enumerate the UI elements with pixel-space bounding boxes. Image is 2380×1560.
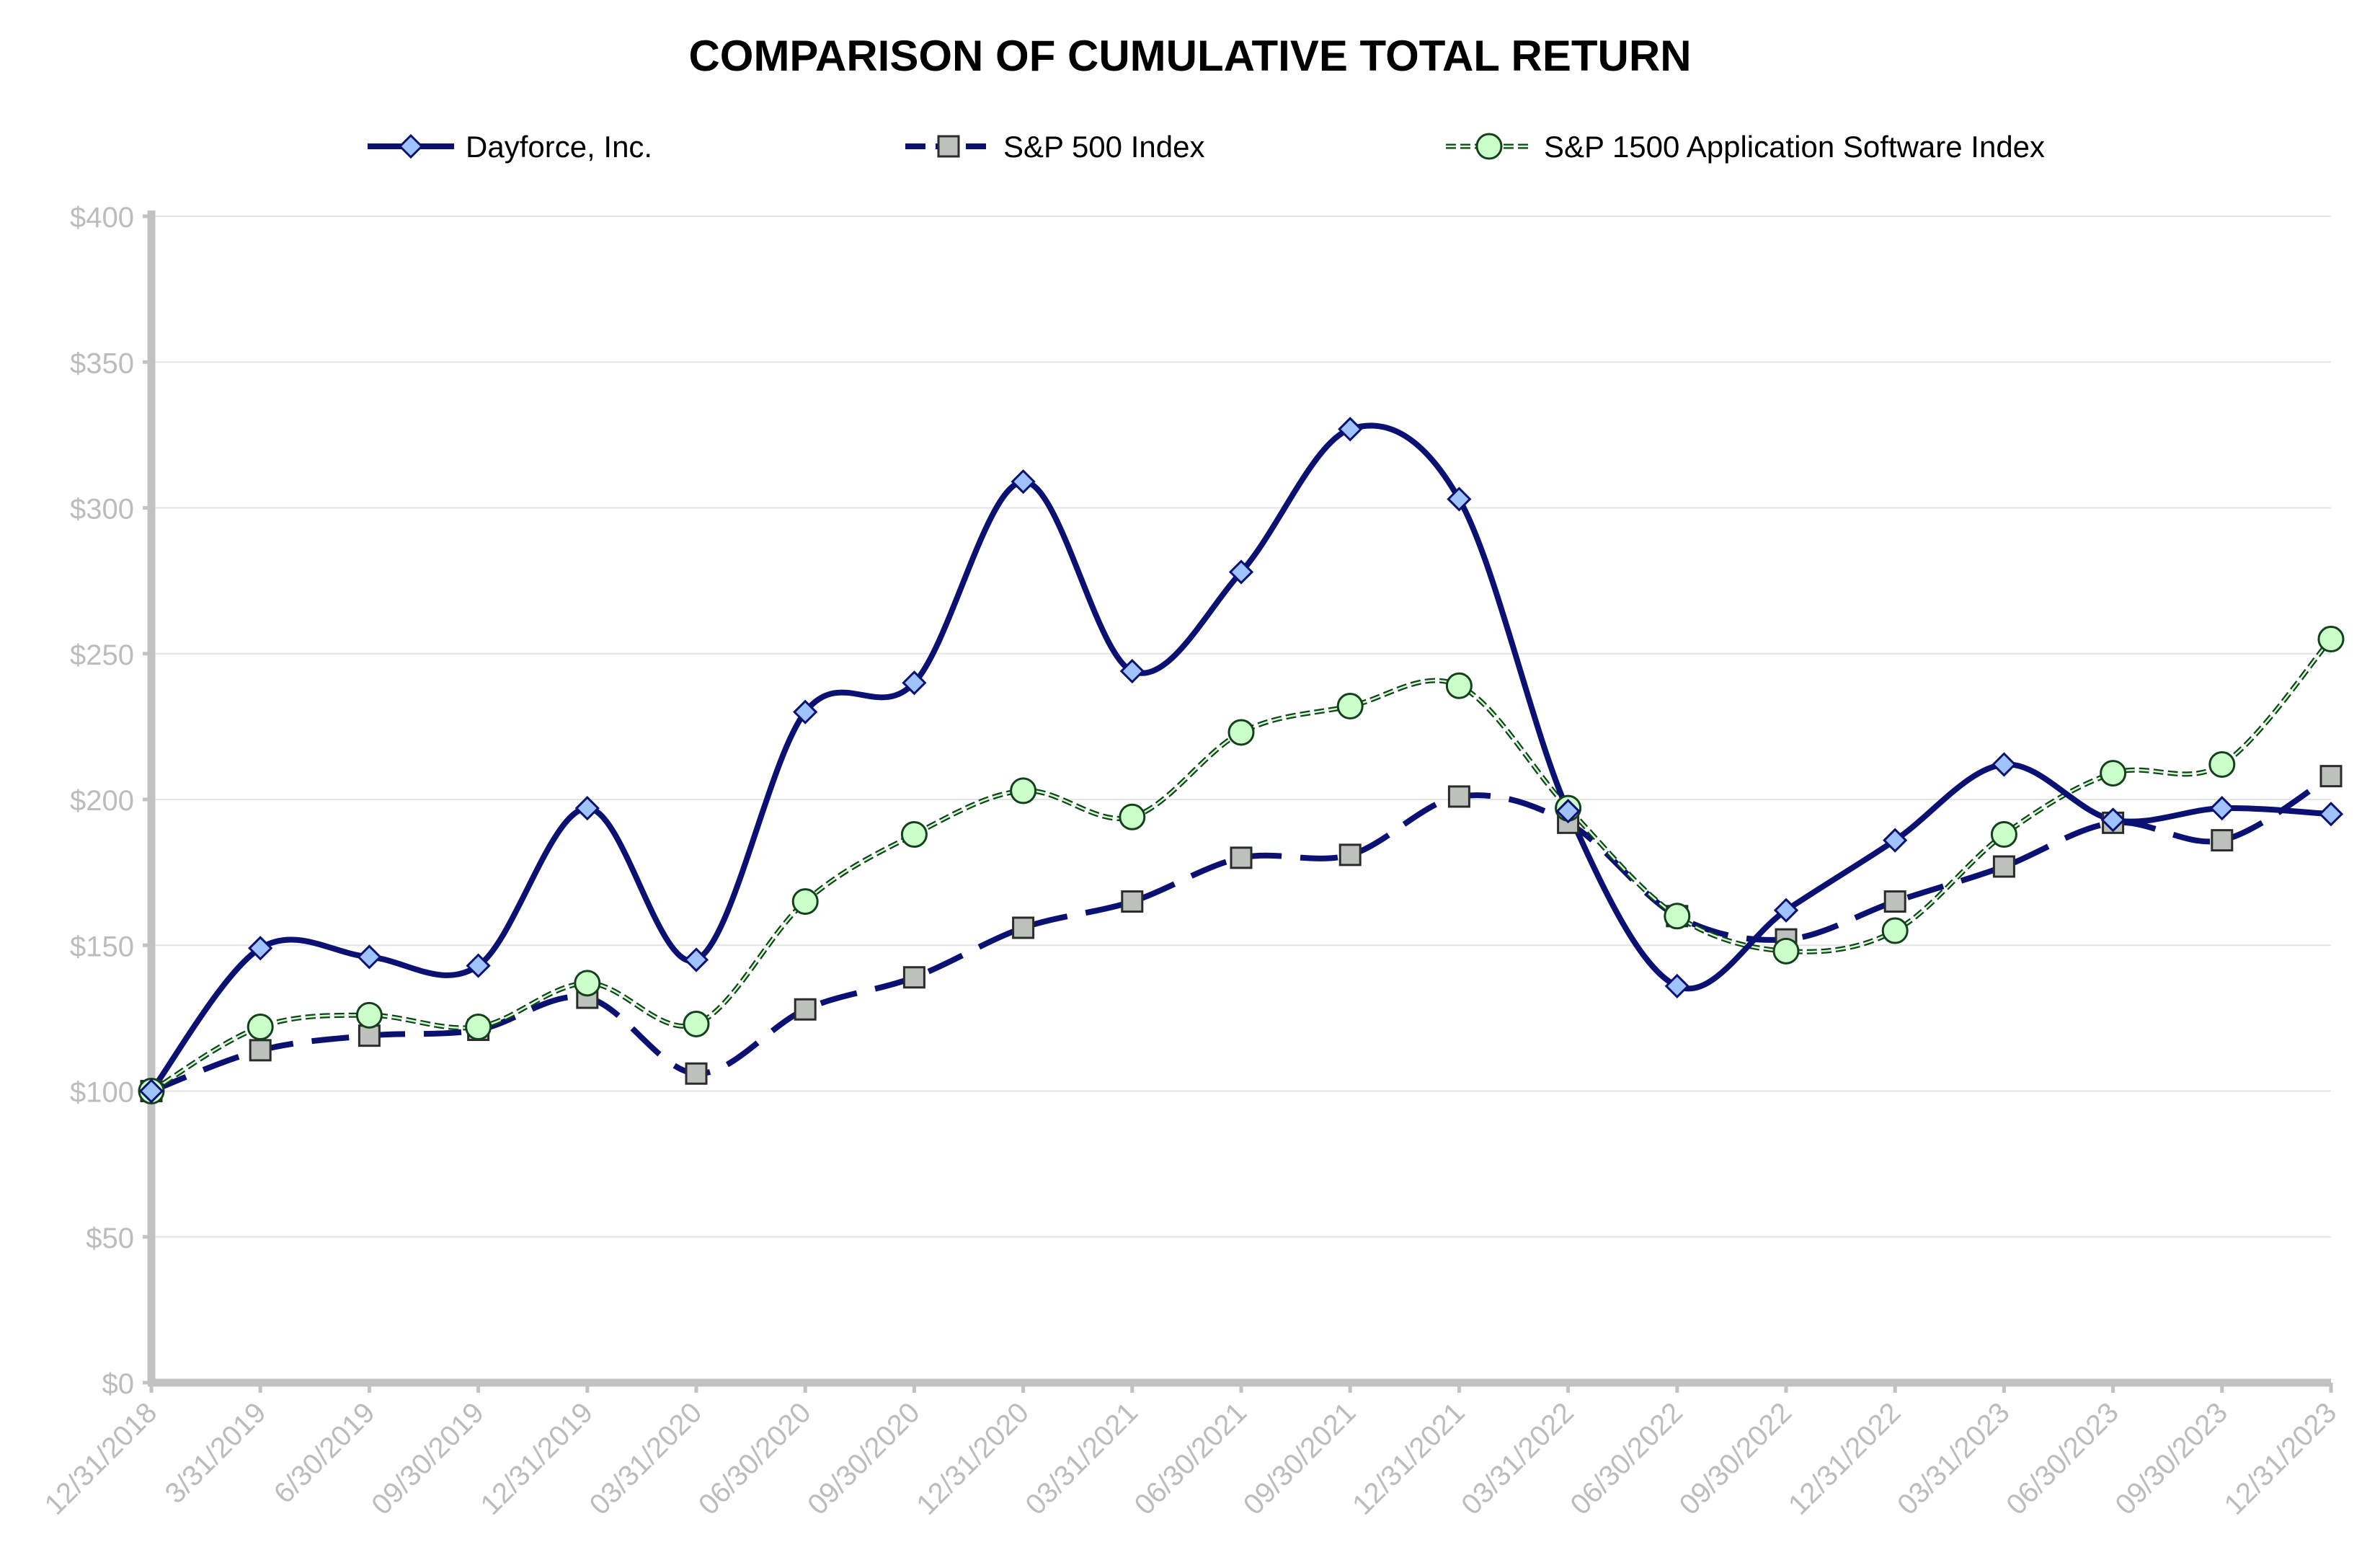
data-point-s2-14 bbox=[1664, 903, 1691, 930]
data-point-s2-16 bbox=[1881, 917, 1909, 944]
data-point-s1-5 bbox=[685, 1062, 708, 1085]
x-tick-label: 06/30/2021 bbox=[1129, 1396, 1253, 1521]
data-point-s0-9 bbox=[1119, 658, 1145, 684]
data-point-s0-13 bbox=[1555, 799, 1581, 824]
legend: Dayforce, Inc. S&P 500 Index S&P 1500 Appl… bbox=[368, 130, 2045, 164]
data-point-s1-6 bbox=[794, 998, 817, 1021]
data-point-s0-20 bbox=[2318, 802, 2344, 827]
data-point-s0-11 bbox=[1338, 417, 1363, 442]
legend-label-2: S&P 1500 Application Software Index bbox=[1544, 130, 2045, 164]
y-tick-label: $200 bbox=[70, 785, 134, 817]
data-point-s1-2 bbox=[358, 1024, 381, 1047]
data-point-s2-4 bbox=[574, 970, 601, 997]
data-point-s2-18 bbox=[2100, 760, 2127, 787]
data-point-s1-12 bbox=[1447, 785, 1470, 808]
data-point-s0-5 bbox=[683, 947, 709, 972]
legend-marker-2 bbox=[1475, 133, 1503, 160]
data-point-s0-18 bbox=[2100, 807, 2126, 833]
data-point-s2-2 bbox=[355, 1001, 383, 1029]
data-point-s0-15 bbox=[1773, 898, 1799, 923]
data-point-s1-7 bbox=[902, 966, 925, 989]
data-point-s1-19 bbox=[2211, 829, 2234, 852]
data-point-s1-17 bbox=[1992, 855, 2015, 878]
x-tick-label: 03/31/2020 bbox=[584, 1396, 709, 1521]
chart-title: COMPARISON OF CUMULATIVE TOTAL RETURN bbox=[688, 32, 1691, 80]
data-point-s0-14 bbox=[1664, 973, 1689, 999]
x-tick-label: 03/31/2023 bbox=[1891, 1396, 2016, 1521]
data-point-s2-12 bbox=[1445, 672, 1473, 699]
legend-label-0: Dayforce, Inc. bbox=[466, 130, 652, 164]
data-point-s1-8 bbox=[1012, 916, 1035, 939]
x-tick-label: 09/30/2019 bbox=[365, 1396, 490, 1521]
data-point-s2-17 bbox=[1990, 821, 2017, 848]
data-point-s2-8 bbox=[1010, 777, 1037, 805]
x-tick-label: 12/31/2023 bbox=[2219, 1396, 2343, 1521]
series-line-1 bbox=[150, 774, 2333, 1094]
data-point-s2-6 bbox=[791, 888, 819, 916]
x-tick-label: 12/31/2022 bbox=[1782, 1396, 1907, 1521]
data-point-s0-19 bbox=[2209, 796, 2234, 821]
x-tick-label: 12/31/2019 bbox=[474, 1396, 599, 1521]
data-point-s2-9 bbox=[1119, 803, 1146, 830]
data-point-s2-11 bbox=[1336, 693, 1364, 720]
legend-marker-0 bbox=[398, 133, 424, 159]
data-point-s2-1 bbox=[247, 1014, 274, 1041]
x-tick-label: 06/30/2020 bbox=[693, 1396, 817, 1521]
data-point-s0-10 bbox=[1228, 559, 1254, 585]
y-tick-label: $300 bbox=[70, 494, 134, 526]
data-point-s0-17 bbox=[1992, 752, 2017, 777]
x-tick-label: 03/31/2022 bbox=[1455, 1396, 1580, 1521]
data-point-s1-11 bbox=[1338, 843, 1362, 867]
data-point-s2-3 bbox=[465, 1014, 492, 1041]
data-point-s0-12 bbox=[1447, 487, 1472, 512]
x-tick-label: 12/31/2018 bbox=[39, 1396, 164, 1521]
data-point-s1-9 bbox=[1121, 890, 1144, 913]
x-tick-label: 12/31/2020 bbox=[910, 1396, 1035, 1521]
y-tick-label: $50 bbox=[86, 1223, 134, 1254]
gridlines bbox=[151, 216, 2331, 1238]
x-tick-label: 06/30/2023 bbox=[2000, 1396, 2125, 1521]
data-point-s2-5 bbox=[683, 1010, 710, 1037]
data-point-s2-19 bbox=[2208, 750, 2236, 778]
x-tick-label: 12/31/2021 bbox=[1346, 1396, 1471, 1521]
data-point-s0-1 bbox=[248, 936, 273, 961]
data-point-s1-16 bbox=[1883, 890, 1906, 913]
data-point-s2-15 bbox=[1772, 937, 1800, 965]
legend-label-1: S&P 500 Index bbox=[1003, 130, 1204, 164]
series-markers bbox=[138, 417, 2345, 1104]
x-tick-label: 03/31/2021 bbox=[1019, 1396, 1144, 1521]
legend-marker-1 bbox=[937, 135, 960, 158]
x-tick-label: 3/31/2019 bbox=[159, 1396, 272, 1510]
data-point-s0-2 bbox=[357, 944, 382, 970]
data-point-s2-10 bbox=[1227, 719, 1255, 746]
y-tick-label: $100 bbox=[70, 1077, 134, 1109]
y-tick-label: $250 bbox=[70, 639, 134, 671]
x-tick-label: 06/30/2022 bbox=[1564, 1396, 1689, 1521]
data-point-s0-7 bbox=[902, 670, 927, 696]
y-tick-label: $400 bbox=[70, 202, 134, 234]
x-tick-label: 09/30/2021 bbox=[1238, 1396, 1362, 1521]
data-point-s1-10 bbox=[1230, 846, 1253, 869]
x-tick-label: 09/30/2022 bbox=[1674, 1396, 1798, 1521]
data-point-s1-1 bbox=[249, 1039, 272, 1062]
x-tick-label: 6/30/2019 bbox=[268, 1396, 381, 1510]
y-tick-label: $150 bbox=[70, 931, 134, 962]
y-tick-label: $350 bbox=[70, 347, 134, 379]
x-tick-label: 09/30/2023 bbox=[2109, 1396, 2234, 1521]
data-point-s0-8 bbox=[1011, 469, 1036, 495]
x-tick-label: 09/30/2020 bbox=[802, 1396, 926, 1521]
data-point-s2-7 bbox=[900, 821, 928, 848]
y-tick-label: $0 bbox=[102, 1368, 135, 1400]
data-point-s1-20 bbox=[2319, 765, 2343, 788]
data-point-s0-4 bbox=[574, 796, 600, 821]
data-point-s0-0 bbox=[138, 1078, 164, 1104]
data-point-s0-3 bbox=[466, 953, 491, 978]
data-point-s0-6 bbox=[793, 699, 818, 724]
data-point-s2-20 bbox=[2317, 626, 2345, 653]
data-point-s0-16 bbox=[1883, 828, 1908, 853]
